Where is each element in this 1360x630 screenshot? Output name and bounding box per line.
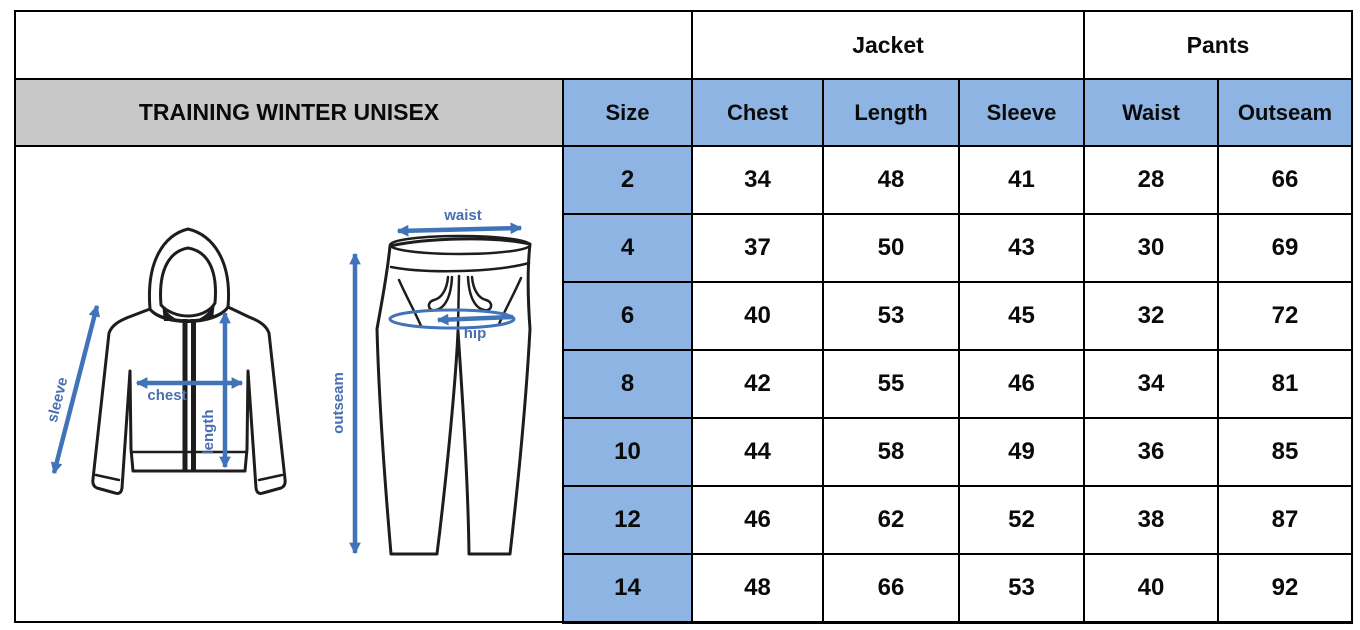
table-row: 12 46 62 52 38 87 — [15, 485, 1353, 555]
chest-label: chest — [147, 387, 186, 404]
outseam-value: 81 — [1217, 349, 1353, 419]
column-header-outseam: Outseam — [1217, 78, 1353, 147]
size-cell: 12 — [562, 485, 693, 555]
collar-shadow-left — [162, 303, 182, 321]
table-row: 14 48 66 53 40 92 — [15, 553, 1353, 624]
chest-value: 37 — [691, 213, 824, 283]
size-cell: 10 — [562, 417, 693, 487]
waist-value: 40 — [1083, 553, 1219, 624]
sleeve-value: 52 — [958, 485, 1085, 555]
column-header-waist: Waist — [1083, 78, 1219, 147]
length-value: 62 — [822, 485, 960, 555]
drawstring-right — [466, 275, 493, 311]
waist-value: 36 — [1083, 417, 1219, 487]
outseam-value: 72 — [1217, 281, 1353, 351]
measurement-diagram-cell: sleeve chest length — [14, 145, 564, 623]
hip-arrow — [436, 313, 514, 325]
length-value: 53 — [822, 281, 960, 351]
jacket-body — [91, 305, 287, 495]
pants-illustration: waist hip outseam — [330, 207, 532, 555]
outseam-value: 87 — [1217, 485, 1353, 555]
pants-body — [375, 236, 532, 555]
waist-label: waist — [443, 207, 482, 224]
outseam-value: 85 — [1217, 417, 1353, 487]
outseam-value: 69 — [1217, 213, 1353, 283]
front-seam — [456, 274, 461, 331]
length-value: 58 — [822, 417, 960, 487]
waist-value: 38 — [1083, 485, 1219, 555]
hood-opening — [159, 246, 217, 317]
sleeve-value: 41 — [958, 145, 1085, 215]
size-cell: 2 — [562, 145, 693, 215]
hip-ellipse — [388, 308, 516, 329]
chest-value: 48 — [691, 553, 824, 624]
size-cell: 6 — [562, 281, 693, 351]
chest-value: 34 — [691, 145, 824, 215]
outseam-value: 66 — [1217, 145, 1353, 215]
outseam-value: 92 — [1217, 553, 1353, 624]
outseam-label: outseam — [330, 372, 347, 434]
waist-value: 32 — [1083, 281, 1219, 351]
collar-shadow-right — [196, 301, 215, 320]
chart-title: TRAINING WINTER UNISEX — [14, 78, 564, 147]
sleeve-value: 49 — [958, 417, 1085, 487]
waist-value: 28 — [1083, 145, 1219, 215]
column-header-chest: Chest — [691, 78, 824, 147]
pocket-right — [497, 276, 523, 325]
sleeve-value: 53 — [958, 553, 1085, 624]
length-value: 55 — [822, 349, 960, 419]
sleeve-arrow — [50, 304, 101, 474]
column-header-size: Size — [562, 78, 693, 147]
pocket-left — [397, 278, 423, 327]
drawstring-left — [427, 275, 454, 311]
top-left-spacer — [14, 10, 693, 80]
size-chart-table: Jacket Pants TRAINING WINTER UNISEX Size… — [14, 10, 1353, 624]
zipper-left-tape — [182, 318, 188, 471]
length-value: 48 — [822, 145, 960, 215]
group-header-row: Jacket Pants — [14, 10, 1353, 80]
table-row: 10 44 58 49 36 85 — [15, 417, 1353, 487]
column-header-length: Length — [822, 78, 960, 147]
sleeve-value: 45 — [958, 281, 1085, 351]
size-cell: 8 — [562, 349, 693, 419]
chest-value: 44 — [691, 417, 824, 487]
group-header-pants: Pants — [1083, 10, 1353, 80]
column-header-sleeve: Sleeve — [958, 78, 1085, 147]
zipper-right-tape — [191, 318, 196, 471]
table-row: sleeve chest length — [14, 145, 1353, 623]
jacket-illustration: sleeve chest length — [44, 227, 287, 495]
sleeve-value: 43 — [958, 213, 1085, 283]
jacket-left-cuff-line — [94, 473, 121, 481]
size-cell: 14 — [562, 553, 693, 624]
jacket-right-cuff-line — [257, 473, 284, 481]
size-cell: 4 — [562, 213, 693, 283]
chest-value: 40 — [691, 281, 824, 351]
length-label: length — [200, 409, 217, 454]
hip-label: hip — [464, 325, 487, 342]
measurement-diagram: sleeve chest length — [44, 207, 532, 555]
waist-value: 34 — [1083, 349, 1219, 419]
length-value: 50 — [822, 213, 960, 283]
sleeve-value: 46 — [958, 349, 1085, 419]
table-row: 8 42 55 46 34 81 — [15, 349, 1353, 419]
chest-value: 42 — [691, 349, 824, 419]
table-row: 6 40 53 45 32 72 — [15, 281, 1353, 351]
table-row: 4 37 50 43 30 69 — [15, 213, 1353, 283]
waist-arrow — [396, 221, 523, 237]
chest-value: 46 — [691, 485, 824, 555]
waist-value: 30 — [1083, 213, 1219, 283]
column-header-row: TRAINING WINTER UNISEX Size Chest Length… — [14, 78, 1353, 147]
length-value: 66 — [822, 553, 960, 624]
group-header-jacket: Jacket — [691, 10, 1085, 80]
waistband-seam — [389, 261, 531, 272]
